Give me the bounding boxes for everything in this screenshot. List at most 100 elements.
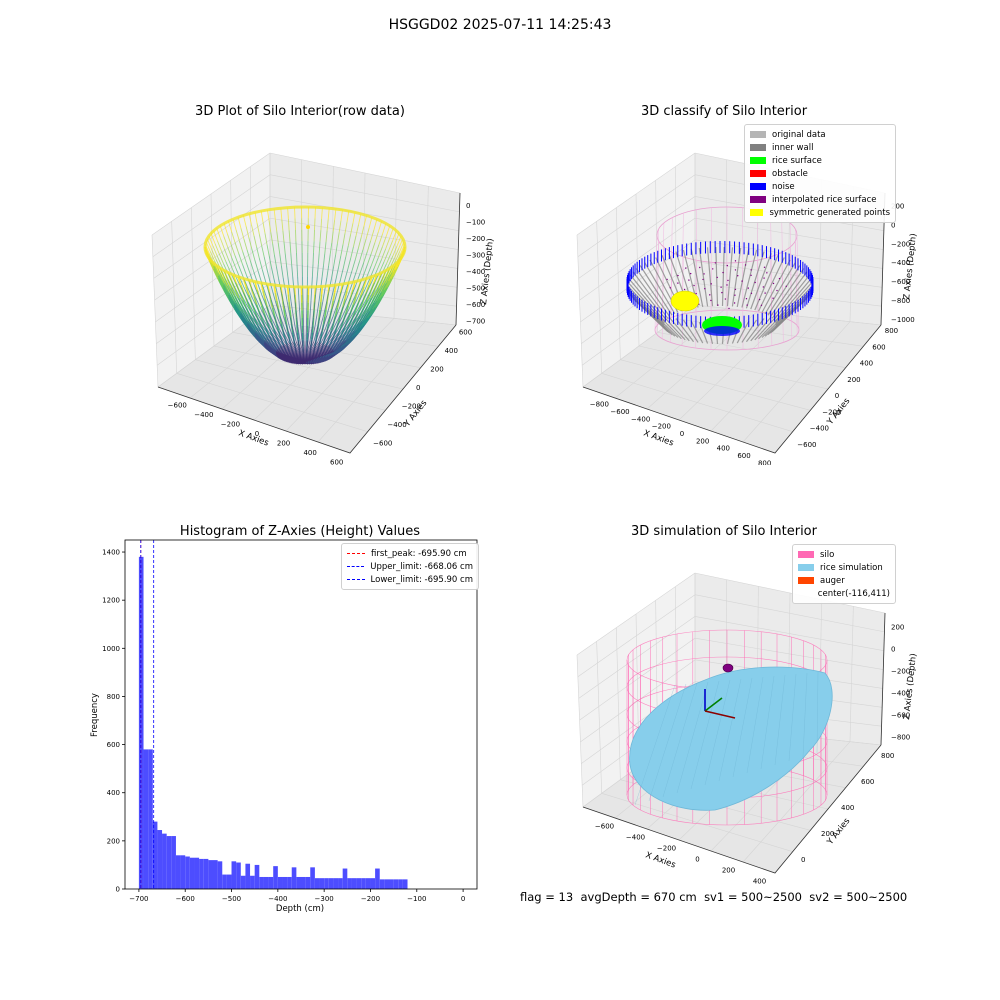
inner-wall-line <box>758 257 785 312</box>
bowl-mesh-line <box>281 329 290 344</box>
bowl-mesh-line <box>283 309 286 318</box>
bowl-mesh-line <box>249 260 255 273</box>
bowl-mesh-line <box>239 278 246 290</box>
legend-swatch <box>750 170 766 177</box>
inner-wall-line <box>726 247 734 307</box>
bowl-mesh-line <box>341 324 352 337</box>
bowl-mesh-line <box>317 356 324 364</box>
bowl-mesh-line <box>299 313 302 327</box>
legend-label: original data <box>772 129 826 140</box>
tick-label: 600 <box>872 343 885 351</box>
raw-3d-plot: −600 −400 −200 0 200 400 600 −600 −400 −200 0 200 40… <box>151 152 496 465</box>
histogram-bar <box>152 821 158 889</box>
bowl-mesh-line <box>354 320 363 331</box>
bowl-mesh-line <box>352 212 356 224</box>
histogram-axes: −700 −600 −500 −400 −300 −200 −100 0 0 200 400 600 8… <box>102 539 478 903</box>
tick-label: 600 <box>737 452 750 460</box>
bowl-mesh-line <box>245 286 250 296</box>
bowl-mesh-line <box>396 235 402 247</box>
bowl-mesh-line <box>237 280 244 292</box>
x-tick-label: −400 <box>268 895 287 903</box>
bowl-mesh-line <box>223 248 229 260</box>
bowl-mesh-line <box>374 290 381 301</box>
bowl-mesh-line <box>246 249 251 262</box>
right-pane <box>270 153 460 325</box>
rice-simulation-surface <box>629 666 833 811</box>
bowl-mesh-line <box>383 280 390 291</box>
bowl-mesh-line <box>340 293 346 306</box>
tick-label: 600 <box>330 458 343 465</box>
bowl-mesh-line <box>249 317 258 328</box>
bowl-mesh-line <box>282 315 288 329</box>
bowl-mesh-line <box>320 294 323 303</box>
bowl-mesh-line <box>226 278 232 288</box>
y-tick-label: 800 <box>107 693 120 701</box>
bowl-mesh-line <box>353 318 362 330</box>
inner-wall-line <box>731 247 742 307</box>
grid-line <box>616 627 621 780</box>
bowl-mesh-line <box>258 234 263 246</box>
bowl-mesh-line <box>275 322 280 331</box>
bowl-mesh-line <box>216 228 221 239</box>
bowl-mesh-line <box>320 355 329 363</box>
bowl-mesh-line <box>238 265 244 278</box>
histogram-bar <box>291 867 297 889</box>
bowl-mesh-line <box>336 292 342 305</box>
legend-label: Lower_limit: -695.90 cm <box>370 574 473 585</box>
rice-mesh-line <box>662 682 698 798</box>
bowl-mesh-line <box>291 327 297 342</box>
bowl-mesh-line <box>255 297 262 309</box>
bowl-mesh-line <box>376 274 383 285</box>
interp-line <box>796 234 800 331</box>
histogram-bar <box>259 876 264 889</box>
interp-point <box>778 277 781 280</box>
grid-line <box>269 174 460 213</box>
tick-label: 200 <box>891 624 904 632</box>
legend-label: symmetric generated points <box>769 207 890 218</box>
grid-line <box>694 572 886 614</box>
histogram-bar <box>273 866 278 889</box>
bowl-mesh-line <box>266 244 270 257</box>
bowl-mesh-line <box>227 221 233 233</box>
bowl-mesh-line <box>352 235 357 248</box>
bowl-mesh-line <box>229 288 237 299</box>
inner-wall-line <box>736 248 750 308</box>
histogram-bar <box>314 878 320 889</box>
tick-label: 0 <box>891 646 895 654</box>
bowl-mesh-line <box>225 261 231 273</box>
bowl-mesh-line <box>377 246 383 258</box>
inner-wall-line <box>741 319 758 343</box>
legend-line <box>347 553 365 554</box>
bowl-mesh-line <box>268 334 280 348</box>
bowl-mesh-line <box>264 341 277 352</box>
bowl-mesh-line <box>270 232 274 244</box>
grid-line <box>578 616 696 699</box>
bowl-mesh-line <box>261 269 266 282</box>
bowl-mesh-line <box>314 218 316 230</box>
bowl-mesh-line <box>340 209 343 222</box>
histogram-bar <box>351 878 357 889</box>
bowl-mesh-line <box>370 242 376 254</box>
histogram-bar <box>213 860 218 889</box>
tick-label: 200 <box>821 830 834 838</box>
interp-point <box>776 289 778 292</box>
bowl-mesh-line <box>217 277 225 288</box>
grid-line <box>596 641 602 794</box>
bowl-mesh-line <box>257 270 262 283</box>
bowl-mesh-line <box>223 282 230 294</box>
bowl-mesh-line <box>382 223 387 235</box>
bowl-mesh-line <box>343 326 353 338</box>
bowl-mesh-line <box>343 327 354 339</box>
bowl-mesh-line <box>365 294 372 306</box>
legend-swatch <box>750 196 766 203</box>
bowl-mesh-line <box>220 238 225 250</box>
tick-label: 400 <box>860 360 873 368</box>
bowl-mesh-line <box>320 218 323 231</box>
histogram-bar <box>305 876 311 889</box>
bowl-mesh-line <box>309 326 313 342</box>
legend-label: obstacle <box>772 168 808 179</box>
z-axis-line <box>455 192 461 326</box>
histogram-bar <box>356 878 362 889</box>
bowl-mesh-line <box>387 240 393 252</box>
bowl-mesh-line <box>268 221 272 233</box>
